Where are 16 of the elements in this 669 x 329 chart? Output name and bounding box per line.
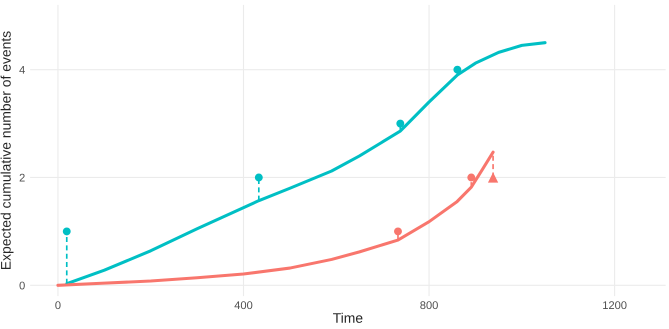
point: [453, 66, 462, 74]
x-tick-label: 0: [55, 301, 61, 310]
y-axis-title: Expected cumulative number of events: [0, 31, 14, 270]
point: [396, 120, 404, 128]
y-tick-label: 4: [19, 66, 25, 74]
y-tick-label: 0: [20, 282, 25, 290]
x-axis-title: Time: [333, 312, 362, 323]
y-tick-label: 2: [20, 174, 25, 182]
point: [394, 227, 402, 236]
point: [467, 174, 476, 182]
point: [488, 172, 498, 183]
x-tick-label: 1200: [603, 301, 627, 310]
point: [62, 227, 71, 236]
x-tick-label: 400: [234, 301, 252, 310]
point: [254, 174, 263, 182]
x-tick-label: 800: [420, 301, 438, 310]
